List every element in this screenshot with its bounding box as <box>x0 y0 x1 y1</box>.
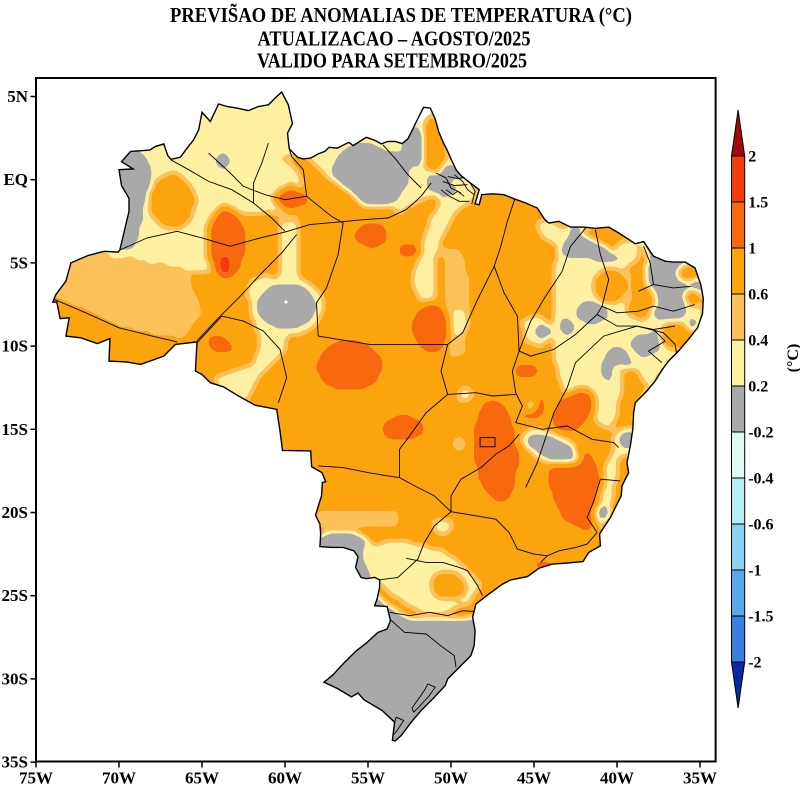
svg-text:35W: 35W <box>683 769 717 788</box>
svg-text:50W: 50W <box>434 769 468 788</box>
svg-text:-0.6: -0.6 <box>748 517 773 534</box>
svg-text:-0.2: -0.2 <box>748 425 773 442</box>
svg-text:2: 2 <box>748 149 756 166</box>
svg-text:0.4: 0.4 <box>748 333 768 350</box>
svg-text:EQ: EQ <box>3 170 28 189</box>
svg-text:-1.5: -1.5 <box>748 609 773 626</box>
svg-text:55W: 55W <box>351 769 385 788</box>
svg-text:10S: 10S <box>2 337 28 356</box>
svg-text:5S: 5S <box>10 253 28 272</box>
svg-text:35S: 35S <box>2 753 28 772</box>
svg-text:1.5: 1.5 <box>748 195 768 212</box>
svg-text:VALIDO PARA SETEMBRO/2025: VALIDO PARA SETEMBRO/2025 <box>257 49 527 73</box>
svg-text:-2: -2 <box>748 655 761 672</box>
svg-text:65W: 65W <box>185 769 219 788</box>
svg-text:ATUALIZACAO – AGOSTO/2025: ATUALIZACAO – AGOSTO/2025 <box>258 27 531 51</box>
svg-text:25S: 25S <box>2 586 28 605</box>
svg-text:45W: 45W <box>517 769 551 788</box>
svg-text:15S: 15S <box>2 420 28 439</box>
svg-text:0.2: 0.2 <box>748 379 768 396</box>
svg-text:40W: 40W <box>600 769 634 788</box>
svg-text:5N: 5N <box>7 87 29 106</box>
svg-text:(°C): (°C) <box>785 344 800 373</box>
svg-text:-1: -1 <box>748 563 761 580</box>
svg-text:60W: 60W <box>268 769 302 788</box>
svg-text:1: 1 <box>748 241 756 258</box>
svg-text:-0.4: -0.4 <box>748 471 773 488</box>
svg-text:70W: 70W <box>102 769 136 788</box>
svg-text:75W: 75W <box>19 769 53 788</box>
svg-text:0.6: 0.6 <box>748 287 768 304</box>
svg-text:PREVIS̃AO DE ANOMALIAS DE TEMP: PREVIS̃AO DE ANOMALIAS DE TEMPERATURA (°… <box>170 3 632 27</box>
svg-text:30S: 30S <box>2 669 28 688</box>
svg-text:20S: 20S <box>2 503 28 522</box>
